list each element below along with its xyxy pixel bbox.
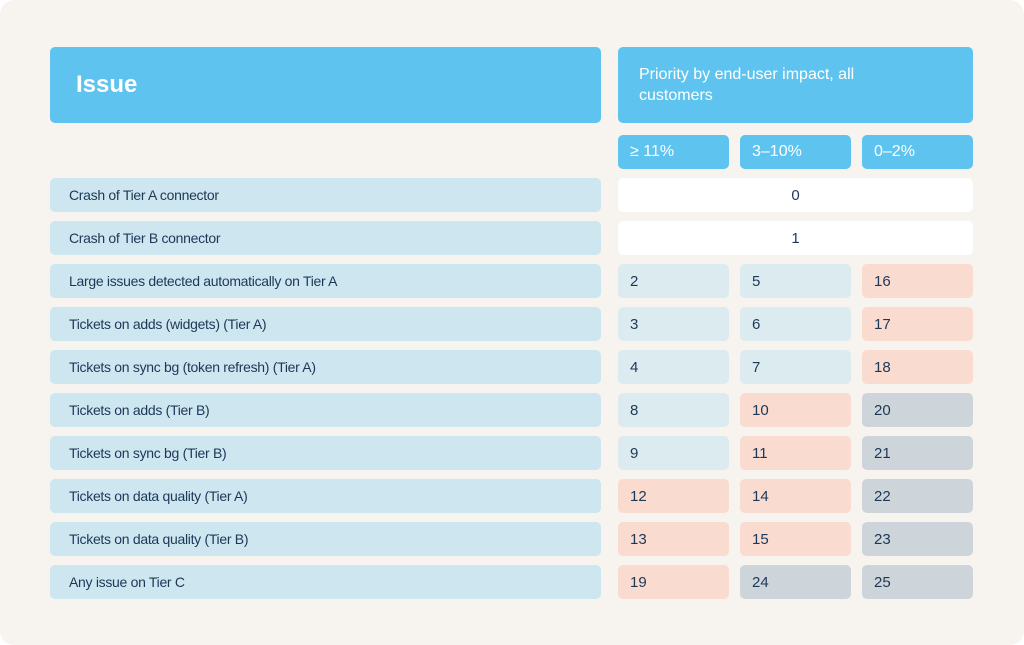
row-label: Tickets on sync bg (token refresh) (Tier… (50, 350, 601, 384)
row-label: Tickets on adds (widgets) (Tier A) (50, 307, 601, 341)
priority-cell: 20 (862, 393, 973, 427)
priority-cell: 25 (862, 565, 973, 599)
column-header: 3–10% (740, 135, 851, 169)
priority-cell: 15 (740, 522, 851, 556)
priority-cell: 19 (618, 565, 729, 599)
row-label: Tickets on sync bg (Tier B) (50, 436, 601, 470)
priority-cell: 7 (740, 350, 851, 384)
row-label: Tickets on data quality (Tier B) (50, 522, 601, 556)
priority-cell: 1 (618, 221, 973, 255)
priority-cell: 12 (618, 479, 729, 513)
priority-cell: 17 (862, 307, 973, 341)
priority-cell: 2 (618, 264, 729, 298)
issue-header: Issue (50, 47, 601, 123)
row-label: Crash of Tier B connector (50, 221, 601, 255)
column-header: ≥ 11% (618, 135, 729, 169)
column-header: 0–2% (862, 135, 973, 169)
row-label: Tickets on adds (Tier B) (50, 393, 601, 427)
priority-header: Priority by end-user impact, all custome… (618, 47, 973, 123)
priority-cell: 11 (740, 436, 851, 470)
priority-cell: 24 (740, 565, 851, 599)
row-label: Any issue on Tier C (50, 565, 601, 599)
row-label: Tickets on data quality (Tier A) (50, 479, 601, 513)
priority-cell: 10 (740, 393, 851, 427)
row-label: Large issues detected automatically on T… (50, 264, 601, 298)
priority-cell: 5 (740, 264, 851, 298)
priority-cell: 0 (618, 178, 973, 212)
priority-cell: 3 (618, 307, 729, 341)
priority-cell: 14 (740, 479, 851, 513)
priority-cell: 18 (862, 350, 973, 384)
row-label: Crash of Tier A connector (50, 178, 601, 212)
priority-cell: 6 (740, 307, 851, 341)
priority-cell: 21 (862, 436, 973, 470)
priority-cell: 23 (862, 522, 973, 556)
priority-cell: 9 (618, 436, 729, 470)
priority-cell: 16 (862, 264, 973, 298)
priority-cell: 8 (618, 393, 729, 427)
priority-cell: 22 (862, 479, 973, 513)
priority-cell: 4 (618, 350, 729, 384)
priority-cell: 13 (618, 522, 729, 556)
